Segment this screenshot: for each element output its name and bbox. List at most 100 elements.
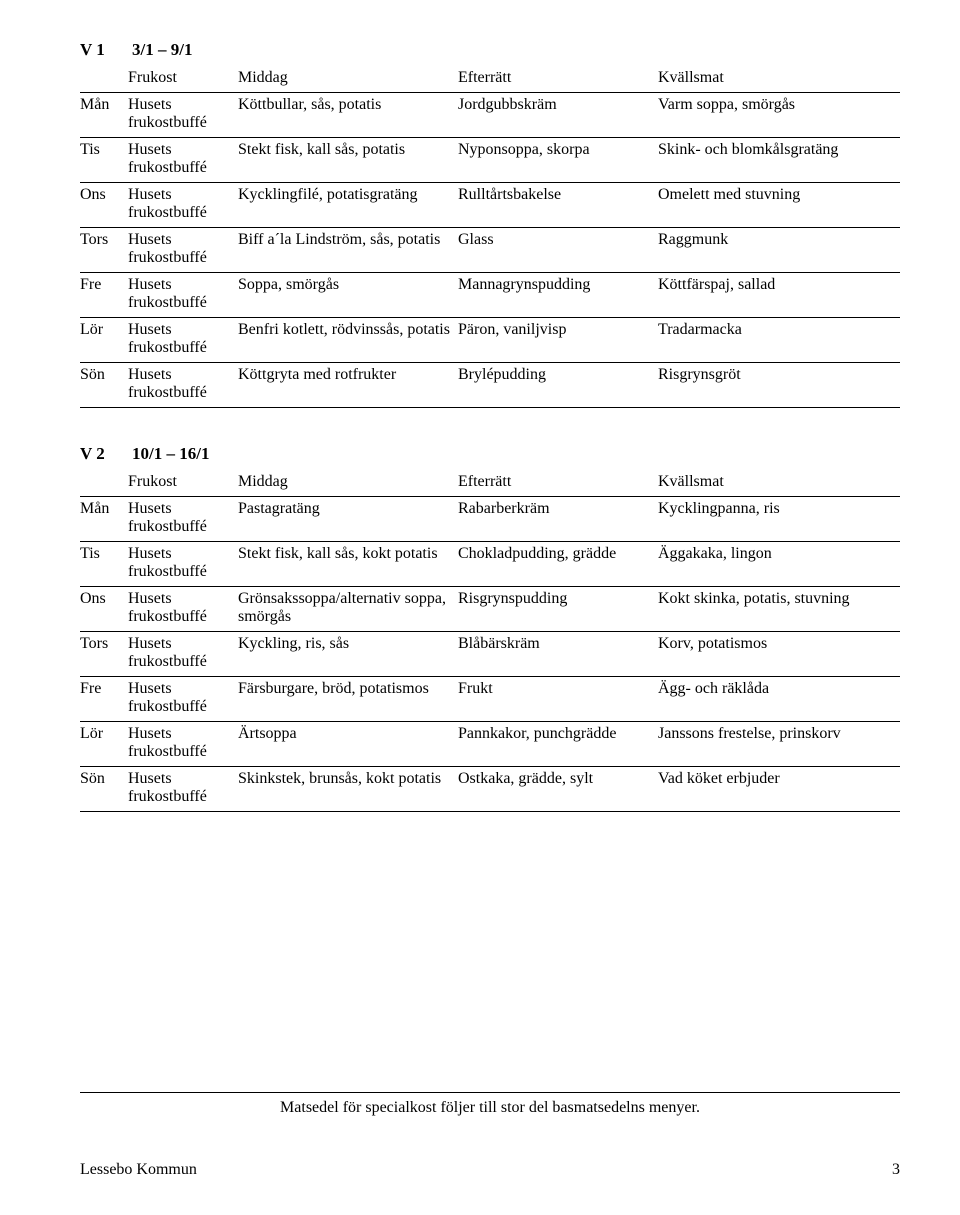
- cell-value: Äggakaka, lingon: [658, 542, 900, 587]
- cell-value: Pastagratäng: [238, 497, 458, 542]
- cell-value: Päron, vaniljvisp: [458, 318, 658, 363]
- cell-value: Stekt fisk, kall sås, kokt potatis: [238, 542, 458, 587]
- cell-value: Nyponsoppa, skorpa: [458, 138, 658, 183]
- cell-value: Jordgubbskräm: [458, 93, 658, 138]
- cell-value: Köttfärspaj, sallad: [658, 273, 900, 318]
- cell-day: Mån: [80, 497, 128, 542]
- cell-value: Kycklingpanna, ris: [658, 497, 900, 542]
- table-row: MånHusets frukostbufféKöttbullar, sås, p…: [80, 93, 900, 138]
- cell-day: Mån: [80, 93, 128, 138]
- table-row: SönHusets frukostbufféKöttgryta med rotf…: [80, 363, 900, 408]
- cell-day: Lör: [80, 318, 128, 363]
- table-row: MånHusets frukostbufféPastagratängRabarb…: [80, 497, 900, 542]
- cell-value: Köttgryta med rotfrukter: [238, 363, 458, 408]
- page-footer: Lessebo Kommun 3: [80, 1161, 900, 1179]
- cell-value: Brylépudding: [458, 363, 658, 408]
- cell-value: Färsburgare, bröd, potatismos: [238, 677, 458, 722]
- cell-day: Tors: [80, 228, 128, 273]
- week-range: 10/1 – 16/1: [132, 444, 209, 463]
- cell-day: Sön: [80, 767, 128, 812]
- cell-day: Lör: [80, 722, 128, 767]
- cell-value: Husets frukostbuffé: [128, 183, 238, 228]
- col-header: Middag: [238, 66, 458, 93]
- table-row: TisHusets frukostbufféStekt fisk, kall s…: [80, 138, 900, 183]
- cell-value: Janssons frestelse, prinskorv: [658, 722, 900, 767]
- cell-day: Tis: [80, 138, 128, 183]
- cell-day: Tors: [80, 632, 128, 677]
- cell-day: Fre: [80, 677, 128, 722]
- col-header: Efterrätt: [458, 66, 658, 93]
- week-header: V 210/1 – 16/1: [80, 444, 900, 464]
- table-row: FreHusets frukostbufféFärsburgare, bröd,…: [80, 677, 900, 722]
- table-row: TorsHusets frukostbufféKyckling, ris, så…: [80, 632, 900, 677]
- cell-value: Korv, potatismos: [658, 632, 900, 677]
- cell-value: Pannkakor, punchgrädde: [458, 722, 658, 767]
- footer-page-number: 3: [892, 1161, 900, 1179]
- cell-value: Blåbärskräm: [458, 632, 658, 677]
- week-range: 3/1 – 9/1: [132, 40, 192, 59]
- table-row: FreHusets frukostbufféSoppa, smörgåsMann…: [80, 273, 900, 318]
- table-row: LörHusets frukostbufféÄrtsoppaPannkakor,…: [80, 722, 900, 767]
- table-row: LörHusets frukostbufféBenfri kotlett, rö…: [80, 318, 900, 363]
- cell-value: Kokt skinka, potatis, stuvning: [658, 587, 900, 632]
- cell-value: Tradarmacka: [658, 318, 900, 363]
- cell-value: Varm soppa, smörgås: [658, 93, 900, 138]
- cell-value: Stekt fisk, kall sås, potatis: [238, 138, 458, 183]
- cell-day: Ons: [80, 587, 128, 632]
- cell-value: Risgrynsgröt: [658, 363, 900, 408]
- cell-value: Soppa, smörgås: [238, 273, 458, 318]
- col-header: Efterrätt: [458, 470, 658, 497]
- cell-value: Grönsakssoppa/alternativ soppa, smörgås: [238, 587, 458, 632]
- cell-value: Rulltårtsbakelse: [458, 183, 658, 228]
- cell-value: Benfri kotlett, rödvinssås, potatis: [238, 318, 458, 363]
- col-header: Frukost: [128, 66, 238, 93]
- cell-value: Glass: [458, 228, 658, 273]
- cell-value: Husets frukostbuffé: [128, 767, 238, 812]
- cell-value: Vad köket erbjuder: [658, 767, 900, 812]
- table-row: TisHusets frukostbufféStekt fisk, kall s…: [80, 542, 900, 587]
- cell-value: Husets frukostbuffé: [128, 138, 238, 183]
- cell-value: Husets frukostbuffé: [128, 93, 238, 138]
- col-header: Frukost: [128, 470, 238, 497]
- week-code: V 2: [80, 444, 132, 464]
- cell-value: Husets frukostbuffé: [128, 722, 238, 767]
- cell-day: Sön: [80, 363, 128, 408]
- col-header: Middag: [238, 470, 458, 497]
- cell-value: Omelett med stuvning: [658, 183, 900, 228]
- col-header-empty: [80, 470, 128, 497]
- cell-value: Husets frukostbuffé: [128, 587, 238, 632]
- footer-note: Matsedel för specialkost följer till sto…: [80, 1092, 900, 1117]
- cell-value: Husets frukostbuffé: [128, 632, 238, 677]
- cell-value: Biff a´la Lindström, sås, potatis: [238, 228, 458, 273]
- cell-value: Husets frukostbuffé: [128, 542, 238, 587]
- cell-value: Skinkstek, brunsås, kokt potatis: [238, 767, 458, 812]
- footer-left: Lessebo Kommun: [80, 1161, 197, 1179]
- cell-value: Ärtsoppa: [238, 722, 458, 767]
- table-row: TorsHusets frukostbufféBiff a´la Lindstr…: [80, 228, 900, 273]
- cell-value: Rabarberkräm: [458, 497, 658, 542]
- cell-value: Mannagrynspudding: [458, 273, 658, 318]
- cell-day: Fre: [80, 273, 128, 318]
- col-header-empty: [80, 66, 128, 93]
- table-row: SönHusets frukostbufféSkinkstek, brunsås…: [80, 767, 900, 812]
- week-code: V 1: [80, 40, 132, 60]
- week-header: V 13/1 – 9/1: [80, 40, 900, 60]
- cell-value: Köttbullar, sås, potatis: [238, 93, 458, 138]
- cell-day: Tis: [80, 542, 128, 587]
- cell-value: Ostkaka, grädde, sylt: [458, 767, 658, 812]
- cell-value: Skink- och blomkålsgratäng: [658, 138, 900, 183]
- cell-value: Husets frukostbuffé: [128, 363, 238, 408]
- cell-value: Husets frukostbuffé: [128, 228, 238, 273]
- table-row: OnsHusets frukostbufféKycklingfilé, pota…: [80, 183, 900, 228]
- cell-value: Kyckling, ris, sås: [238, 632, 458, 677]
- menu-table: FrukostMiddagEfterrättKvällsmatMånHusets…: [80, 470, 900, 812]
- cell-value: Husets frukostbuffé: [128, 497, 238, 542]
- col-header: Kvällsmat: [658, 470, 900, 497]
- cell-day: Ons: [80, 183, 128, 228]
- cell-value: Frukt: [458, 677, 658, 722]
- cell-value: Ägg- och räklåda: [658, 677, 900, 722]
- cell-value: Husets frukostbuffé: [128, 318, 238, 363]
- table-row: OnsHusets frukostbufféGrönsakssoppa/alte…: [80, 587, 900, 632]
- col-header: Kvällsmat: [658, 66, 900, 93]
- cell-value: Raggmunk: [658, 228, 900, 273]
